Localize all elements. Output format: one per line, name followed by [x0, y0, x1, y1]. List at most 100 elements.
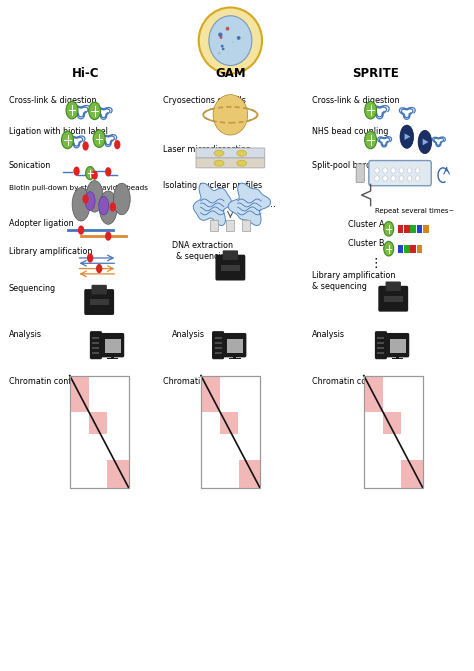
Ellipse shape — [231, 41, 234, 43]
Bar — [384, 296, 403, 302]
Bar — [215, 342, 222, 344]
Bar — [404, 225, 410, 233]
FancyBboxPatch shape — [210, 220, 219, 231]
Bar — [111, 355, 114, 359]
FancyBboxPatch shape — [90, 331, 102, 359]
Ellipse shape — [384, 221, 394, 236]
Ellipse shape — [384, 242, 394, 256]
Ellipse shape — [96, 264, 102, 273]
Text: Analysis: Analysis — [172, 329, 205, 339]
FancyBboxPatch shape — [375, 331, 387, 359]
Ellipse shape — [383, 176, 387, 181]
Bar — [227, 339, 243, 352]
Ellipse shape — [365, 101, 377, 119]
Ellipse shape — [218, 52, 221, 55]
FancyBboxPatch shape — [243, 220, 251, 231]
Text: Ligation with biotin label: Ligation with biotin label — [9, 127, 108, 136]
Text: Cryosections of cells: Cryosections of cells — [163, 95, 246, 105]
Bar — [398, 245, 403, 253]
Ellipse shape — [82, 142, 89, 150]
Ellipse shape — [114, 140, 120, 149]
Text: & sequencing: & sequencing — [176, 252, 231, 261]
Ellipse shape — [383, 168, 387, 173]
FancyBboxPatch shape — [385, 282, 401, 291]
Text: Library amplification: Library amplification — [312, 270, 395, 280]
Bar — [410, 245, 416, 253]
Bar — [70, 376, 128, 488]
Ellipse shape — [391, 168, 395, 173]
Ellipse shape — [415, 168, 420, 173]
Ellipse shape — [87, 254, 93, 262]
Ellipse shape — [237, 150, 246, 156]
Text: Chromatin contact map: Chromatin contact map — [163, 376, 258, 386]
Text: Split-pool barcoding: Split-pool barcoding — [312, 161, 393, 170]
Text: Cluster A: Cluster A — [348, 220, 384, 229]
Ellipse shape — [109, 202, 116, 211]
Ellipse shape — [214, 160, 224, 166]
Bar — [383, 412, 401, 434]
Bar — [92, 342, 100, 344]
Bar — [92, 337, 100, 339]
Ellipse shape — [237, 160, 246, 166]
Ellipse shape — [89, 102, 100, 119]
Bar — [70, 376, 89, 412]
Bar — [221, 264, 240, 270]
Ellipse shape — [219, 36, 222, 39]
Bar — [92, 347, 100, 349]
Ellipse shape — [72, 188, 90, 221]
Ellipse shape — [78, 225, 84, 235]
Bar — [215, 347, 222, 349]
Bar — [364, 376, 423, 488]
Bar — [396, 355, 399, 359]
FancyBboxPatch shape — [84, 289, 114, 315]
Bar — [92, 352, 100, 354]
Ellipse shape — [209, 15, 252, 66]
Ellipse shape — [415, 176, 420, 181]
Bar — [107, 358, 118, 360]
Bar — [410, 225, 416, 233]
Bar — [229, 358, 241, 360]
Text: SPRITE: SPRITE — [352, 67, 399, 81]
Text: DNA extraction: DNA extraction — [172, 241, 233, 250]
Ellipse shape — [399, 168, 404, 173]
Text: ⋮: ⋮ — [369, 257, 382, 270]
Ellipse shape — [105, 231, 111, 241]
Text: ...: ... — [266, 199, 275, 209]
Ellipse shape — [91, 170, 98, 180]
Ellipse shape — [418, 130, 432, 154]
Ellipse shape — [99, 191, 117, 224]
Text: Biotin pull-down by streptavidin beads: Biotin pull-down by streptavidin beads — [9, 185, 148, 191]
Text: Sequencing: Sequencing — [9, 285, 56, 293]
Bar — [364, 376, 383, 412]
Text: Adopter ligation: Adopter ligation — [9, 219, 73, 228]
FancyBboxPatch shape — [223, 250, 238, 260]
Bar — [90, 299, 109, 305]
Ellipse shape — [199, 7, 262, 74]
Bar — [233, 355, 237, 359]
FancyBboxPatch shape — [369, 160, 431, 186]
Bar — [201, 376, 220, 412]
Ellipse shape — [62, 132, 73, 149]
Text: GAM: GAM — [215, 67, 246, 81]
Bar — [70, 376, 128, 488]
Bar — [417, 225, 422, 233]
Text: Laser microdissection: Laser microdissection — [163, 145, 250, 154]
Bar — [201, 376, 260, 488]
Ellipse shape — [86, 180, 103, 212]
Ellipse shape — [213, 95, 247, 135]
FancyBboxPatch shape — [378, 286, 408, 311]
Bar — [390, 339, 406, 352]
Ellipse shape — [99, 197, 109, 215]
Bar — [201, 376, 260, 488]
Polygon shape — [423, 139, 428, 146]
FancyBboxPatch shape — [223, 333, 246, 358]
Bar — [104, 339, 121, 352]
Text: Library amplification: Library amplification — [9, 248, 92, 256]
Text: Hi-C: Hi-C — [72, 67, 100, 81]
Bar — [215, 352, 222, 354]
FancyBboxPatch shape — [212, 331, 224, 359]
Polygon shape — [193, 183, 231, 225]
Bar — [238, 460, 260, 488]
Ellipse shape — [407, 168, 412, 173]
Text: & sequencing: & sequencing — [312, 282, 367, 291]
